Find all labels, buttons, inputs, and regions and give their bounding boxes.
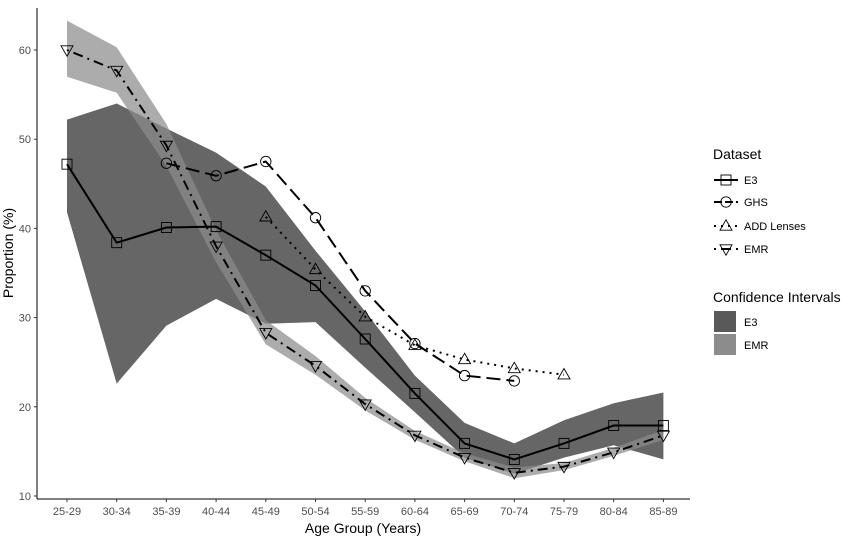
x-tick-label: 35-39 xyxy=(152,506,180,518)
x-tick-label: 70-74 xyxy=(500,506,528,518)
point-emr-60-64 xyxy=(408,430,422,443)
point-emr-85-89 xyxy=(656,430,671,443)
point-add-lenses-70-74 xyxy=(507,361,522,374)
point-ghs-35-39 xyxy=(160,157,173,169)
legend-key-marker-e3 xyxy=(720,174,732,186)
point-e3-75-79 xyxy=(558,437,570,449)
legend-dataset-label-ghs: GHS xyxy=(744,197,768,209)
point-e3-45-49 xyxy=(260,249,272,261)
legend-ci-label-emr: EMR xyxy=(744,340,769,352)
x-tick-label: 30-34 xyxy=(103,506,131,518)
x-tick-label: 65-69 xyxy=(451,506,479,518)
legend-ci-key-e3 xyxy=(714,311,736,332)
point-emr-40-44 xyxy=(209,241,223,254)
point-e3-55-59 xyxy=(359,333,371,345)
point-e3-85-89 xyxy=(657,420,669,431)
x-tick-label: 55-59 xyxy=(351,506,379,518)
point-e3-65-69 xyxy=(459,437,471,449)
point-e3-40-44 xyxy=(210,221,222,233)
series-line-ghs xyxy=(166,160,515,382)
point-add-lenses-45-49 xyxy=(259,209,273,222)
x-tick-label: 50-54 xyxy=(301,506,329,518)
legend-ci-title: Confidence Intervals xyxy=(713,289,841,305)
point-ghs-45-49 xyxy=(260,155,272,168)
legend-key-marker-emr xyxy=(719,244,733,257)
series-markers xyxy=(60,45,671,480)
legend-dataset-keys xyxy=(714,174,738,257)
point-e3-70-74 xyxy=(508,453,520,465)
legend-dataset-label-add-lenses: ADD Lenses xyxy=(744,221,806,233)
legend-dataset-title: Dataset xyxy=(713,146,761,162)
x-tick-label: 60-64 xyxy=(401,506,429,518)
point-add-lenses-55-59 xyxy=(358,309,372,322)
y-tick-label: 40 xyxy=(19,223,31,235)
axes xyxy=(36,8,690,500)
x-ticks: 25-29 30-34 35-39 40-44 45-49 50-54 55-59 60-64… xyxy=(53,499,677,518)
y-axis-title: Proportion (%) xyxy=(0,208,16,298)
point-add-lenses-60-64 xyxy=(408,338,422,350)
point-e3-25-29 xyxy=(61,158,73,170)
x-tick-label: 75-79 xyxy=(550,506,578,518)
legend-key-marker-ghs xyxy=(720,196,732,208)
y-tick-label: 50 xyxy=(19,134,31,146)
point-add-lenses-75-79 xyxy=(557,367,571,380)
series-line-emr xyxy=(66,49,664,474)
y-tick-label: 30 xyxy=(19,313,31,325)
point-emr-35-39 xyxy=(159,140,174,153)
legend: Dataset E3 GHS ADD Lenses EMR Confidence… xyxy=(713,146,841,355)
legend-key-marker-add-lenses xyxy=(719,218,733,231)
series-lines xyxy=(66,49,664,474)
point-ghs-50-54 xyxy=(309,212,322,224)
point-ghs-70-74 xyxy=(508,375,520,387)
point-e3-35-39 xyxy=(160,222,172,233)
x-axis-title: Age Group (Years) xyxy=(305,520,421,536)
y-tick-label: 60 xyxy=(19,45,31,57)
x-tick-label: 45-49 xyxy=(252,506,280,518)
point-e3-60-64 xyxy=(409,387,421,399)
series-line-e3 xyxy=(66,163,664,461)
point-ghs-55-59 xyxy=(359,285,371,297)
point-add-lenses-65-69 xyxy=(457,352,472,365)
point-emr-25-29 xyxy=(60,45,74,58)
point-emr-65-69 xyxy=(457,452,472,465)
ci-ribbon-e3 xyxy=(67,103,664,474)
y-ticks: 10 20 30 40 50 60 xyxy=(19,45,37,503)
y-tick-label: 20 xyxy=(19,402,31,414)
point-e3-80-84 xyxy=(608,420,620,431)
point-emr-55-59 xyxy=(358,399,372,412)
point-emr-50-54 xyxy=(308,361,323,373)
legend-ci-key-emr xyxy=(714,334,736,355)
x-tick-label: 40-44 xyxy=(202,506,230,518)
x-tick-label: 80-84 xyxy=(600,506,628,518)
point-emr-80-84 xyxy=(606,447,621,460)
legend-dataset-label-e3: E3 xyxy=(744,175,757,187)
point-emr-30-34 xyxy=(109,65,124,78)
legend-ci-label-e3: E3 xyxy=(744,317,757,329)
point-ghs-40-44 xyxy=(210,170,222,182)
point-emr-45-49 xyxy=(259,328,273,340)
legend-dataset-label-emr: EMR xyxy=(744,244,769,256)
point-emr-75-79 xyxy=(557,461,571,474)
point-e3-30-34 xyxy=(111,237,123,249)
point-add-lenses-50-54 xyxy=(308,262,323,275)
confidence-ribbons xyxy=(67,20,664,479)
point-emr-70-74 xyxy=(507,468,522,480)
point-ghs-65-69 xyxy=(458,369,471,382)
x-tick-label: 25-29 xyxy=(53,506,81,518)
x-tick-label: 85-89 xyxy=(649,506,677,518)
y-tick-label: 10 xyxy=(19,491,31,503)
point-e3-50-54 xyxy=(310,280,321,291)
ci-ribbon-emr xyxy=(67,20,664,479)
